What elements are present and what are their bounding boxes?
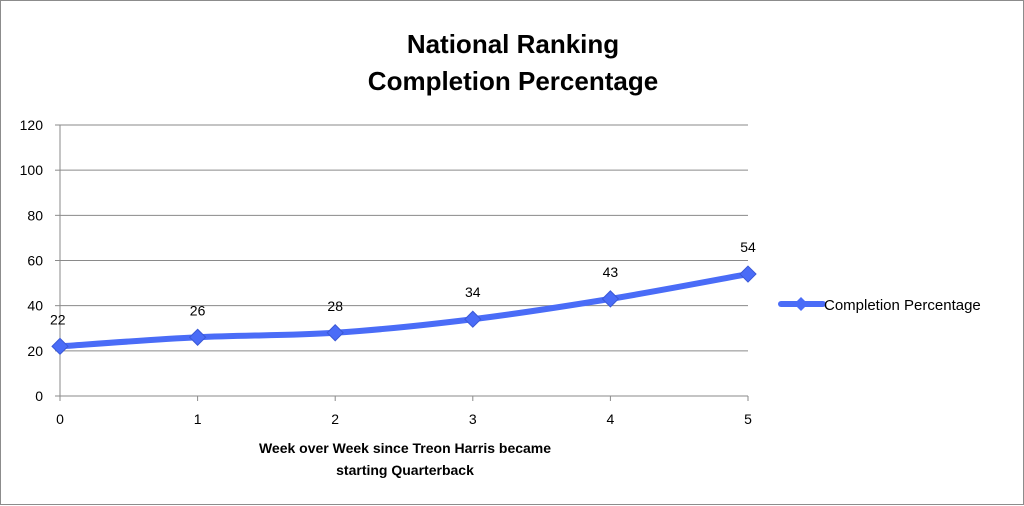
point-marker-2 [326,324,344,342]
chart-title-line-2: Completion Percentage [368,66,658,96]
y-tick-label-0: 0 [35,388,43,404]
point-marker-5 [739,265,757,283]
series-line-0 [57,271,751,350]
y-tick-label-60: 60 [27,253,43,269]
y-tick-labels: 0 20 40 60 80 100 120 [20,117,44,404]
data-label-2: 28 [327,298,343,314]
x-axis-label-line-2: starting Quarterback [336,462,474,478]
y-tick-label-120: 120 [20,117,44,133]
series-layer [51,265,757,356]
y-tick-label-40: 40 [27,298,43,314]
data-labels: 22 26 28 34 43 54 [50,239,756,327]
x-tick-label-1: 1 [194,411,202,427]
data-label-1: 26 [190,302,206,318]
point-marker-1 [188,328,207,346]
x-tick-labels: 0 1 2 3 4 5 [56,411,752,427]
legend-diamond-icon [794,297,808,311]
gridlines [60,124,748,352]
x-axis-label-line-1: Week over Week since Treon Harris became [259,440,551,456]
chart-title-line-1: National Ranking [407,29,619,59]
y-tick-label-20: 20 [27,343,43,359]
point-marker-4 [601,290,620,308]
x-tick-label-4: 4 [607,411,615,427]
x-tick-label-0: 0 [56,411,64,427]
data-label-4: 43 [603,264,619,280]
y-tick-label-80: 80 [27,207,43,223]
legend: Completion Percentage [778,297,981,314]
point-marker-0 [51,337,69,356]
point-marker-3 [464,310,482,328]
x-tick-label-3: 3 [469,411,477,427]
axes [55,124,749,401]
legend-label: Completion Percentage [824,297,981,314]
x-tick-label-2: 2 [331,411,339,427]
y-tick-label-100: 100 [20,162,44,178]
data-label-5: 54 [740,239,756,255]
data-label-0: 22 [50,311,66,327]
data-label-3: 34 [465,284,481,300]
x-tick-label-5: 5 [744,411,752,427]
